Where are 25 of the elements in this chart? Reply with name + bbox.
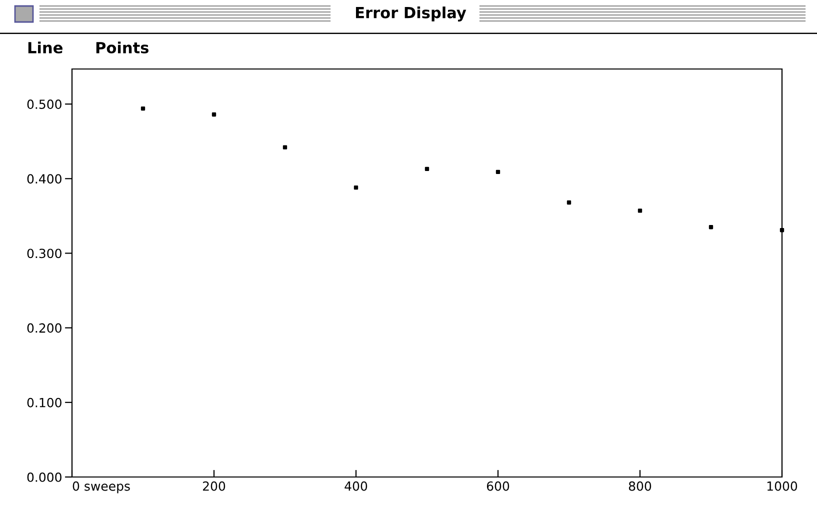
x-tick-label: 200 bbox=[202, 481, 226, 491]
point bbox=[140, 106, 146, 111]
x-tick-label: 1000 bbox=[767, 481, 798, 491]
y-tick-label: 0.200 bbox=[27, 323, 62, 333]
y-tick-label: 0.500 bbox=[27, 100, 62, 109]
point bbox=[424, 166, 430, 172]
y-tick-label: 0.400 bbox=[27, 174, 62, 184]
point bbox=[638, 208, 642, 213]
x-tick-label: 800 bbox=[628, 481, 652, 491]
y-tick-label: 0.100 bbox=[27, 398, 62, 408]
point bbox=[354, 186, 358, 190]
x-tick-label: 400 bbox=[344, 481, 368, 491]
x-tick-label: 0 sweeps bbox=[72, 481, 130, 494]
point bbox=[212, 112, 216, 117]
y-tick-label: 0.000 bbox=[27, 472, 62, 482]
point bbox=[496, 170, 500, 174]
point bbox=[282, 145, 288, 150]
y-tick-label: 0.300 bbox=[27, 248, 62, 258]
text: Line bbox=[28, 42, 62, 54]
text: Points bbox=[96, 42, 148, 54]
chart-title: Error Display bbox=[356, 6, 466, 22]
x-tick-label: 600 bbox=[486, 481, 510, 491]
point bbox=[566, 200, 572, 205]
point bbox=[708, 225, 714, 230]
point bbox=[780, 228, 784, 232]
